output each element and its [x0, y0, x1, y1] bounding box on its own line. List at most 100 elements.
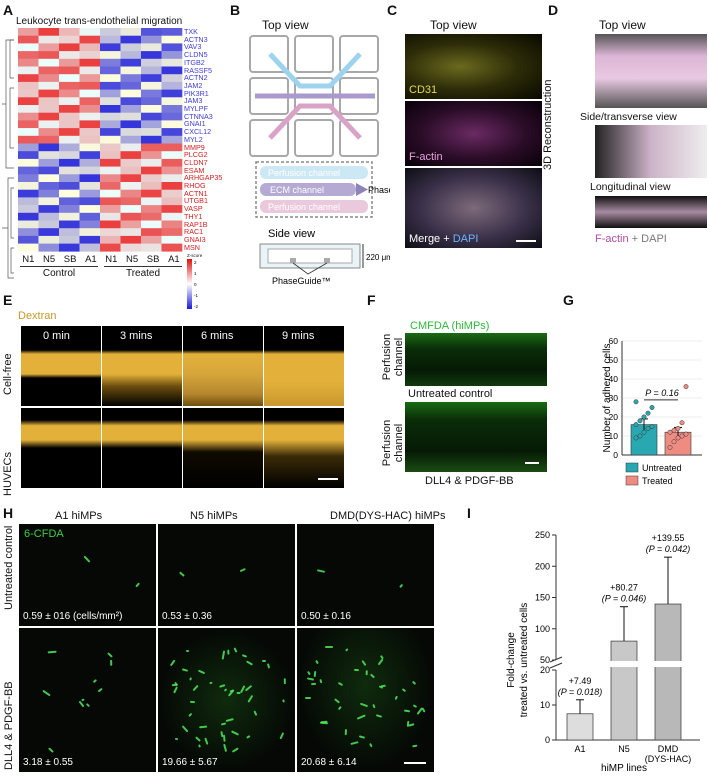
heatmap-cell — [100, 74, 121, 83]
heatmap-cell — [141, 81, 162, 90]
gene-label: GNAI1 — [184, 119, 206, 129]
heatmap-cell — [100, 189, 121, 198]
heatmap-cell — [59, 151, 80, 160]
heatmap-cell — [59, 97, 80, 106]
fold-change-annotation: +7.49 — [569, 676, 592, 686]
heatmap-cell — [38, 235, 60, 244]
cell-marker — [318, 679, 322, 684]
heatmap-cell — [120, 89, 142, 98]
legend-ecm: ECM channel — [270, 185, 324, 195]
image-cmfda-treated — [405, 402, 547, 472]
heatmap-cell — [120, 143, 142, 152]
f-treatment-label: DLL4 & PDGF-BB — [425, 475, 514, 487]
gene-label: PIK3R1 — [184, 88, 209, 98]
heatmap-cell — [161, 143, 183, 152]
heatmap-cell — [161, 189, 183, 198]
col-n1-control: N1 — [22, 254, 35, 265]
heatmap-cell — [120, 235, 142, 244]
heatmap-cell — [18, 228, 39, 237]
gene-label: CLDN7 — [184, 157, 208, 167]
stain-merge: Merge + DAPI — [409, 233, 479, 245]
dextran-huvec-6 — [183, 408, 263, 488]
data-point — [675, 435, 681, 441]
axis-break-mark — [549, 662, 563, 669]
x-tick-label: (DYS-HAC) — [645, 754, 692, 764]
heatmap-cell — [18, 28, 39, 36]
heatmap-cell — [141, 166, 162, 175]
heatmap-cell — [38, 58, 60, 67]
heatmap-cell — [161, 212, 183, 221]
heatmap-cell — [59, 35, 80, 44]
heatmap-cell — [100, 120, 121, 129]
data-point — [641, 429, 647, 435]
gene-label: ESAM — [184, 165, 205, 175]
chip-schematic: Perfusion channel ECM channel Perfusion … — [249, 35, 390, 286]
heatmap-cell — [38, 166, 60, 175]
image-3d-longitudinal — [595, 196, 707, 228]
heatmap-cell — [141, 43, 162, 52]
heatmap-cell — [100, 243, 121, 252]
heatmap-cell — [79, 120, 101, 129]
heatmap-cell — [38, 35, 60, 44]
zscore-colorbar: 2 1 0 -1 -2 — [187, 259, 198, 309]
heatmap-cell — [79, 205, 101, 214]
stain-cd31: CD31 — [409, 84, 438, 96]
col-sb-treated: SB — [146, 254, 160, 265]
y-tick-label: 0 — [545, 735, 550, 745]
heatmap-cell — [141, 235, 162, 244]
heatmap-cell — [120, 220, 142, 229]
h-col-dmd: DMD(DYS-HAC) hiMPs — [330, 510, 446, 522]
y-tick-label: 40 — [609, 374, 619, 384]
heatmap-cell — [120, 189, 142, 198]
phaseguide-side-label: PhaseGuide™ — [272, 276, 331, 286]
scale-bar — [516, 240, 536, 242]
gene-label: TXK — [184, 27, 198, 36]
gene-label: MMP9 — [184, 142, 205, 152]
heatmap-cell — [141, 120, 162, 129]
heatmap-cell — [38, 212, 60, 221]
panel-label-f: F — [367, 292, 376, 308]
p-value: P = 0.16 — [645, 388, 678, 398]
data-point — [671, 427, 677, 433]
cell-marker — [236, 691, 241, 694]
heatmap-cell — [59, 158, 80, 167]
heatmap-cell — [59, 212, 80, 221]
heatmap-cell — [100, 228, 121, 237]
heatmap-cell — [79, 97, 101, 106]
panel-label-c: C — [387, 2, 398, 18]
dextran-cellfree-6: 6 mins — [183, 326, 263, 406]
scale-bar — [404, 762, 426, 764]
heatmap-cell — [161, 205, 183, 214]
panel-label-i: I — [467, 505, 471, 521]
heatmap-cell — [141, 66, 162, 75]
heatmap-cell — [38, 112, 60, 121]
heatmap-cell — [141, 135, 162, 144]
heatmap-cell — [18, 89, 39, 98]
col-sb-control: SB — [63, 254, 77, 265]
heatmap-cell — [18, 174, 39, 183]
heatmap-cell — [161, 197, 183, 206]
gene-label: PLCG2 — [184, 150, 208, 160]
y-axis-label-2: treated vs. untreated cells — [519, 603, 530, 718]
gene-label: GNAI3 — [184, 234, 206, 244]
cell-marker — [311, 682, 317, 685]
h-col-a1: A1 hiMPs — [55, 510, 103, 522]
h-row-untreated: Untreated control — [3, 525, 15, 610]
image-h-a1-treated: 3.18 ± 0.55 — [19, 628, 156, 772]
data-point — [667, 444, 673, 450]
heatmap-cell — [100, 28, 121, 36]
count-dmd-treated: 20.68 ± 6.14 — [301, 757, 357, 768]
p-value-annotation: (P = 0.046) — [602, 594, 646, 604]
heatmap-cell — [100, 212, 121, 221]
height-label: 220 μm — [366, 253, 390, 262]
heatmap-cell — [38, 28, 60, 36]
data-point — [671, 439, 677, 445]
group-control: Control — [20, 266, 98, 279]
heatmap-cell — [141, 89, 162, 98]
heatmap-cell — [18, 97, 39, 106]
heatmap-cell — [18, 74, 39, 83]
heatmap-cell — [100, 182, 121, 190]
heatmap-cell — [141, 105, 162, 113]
cell-marker — [365, 670, 368, 676]
heatmap-cell — [38, 243, 60, 252]
